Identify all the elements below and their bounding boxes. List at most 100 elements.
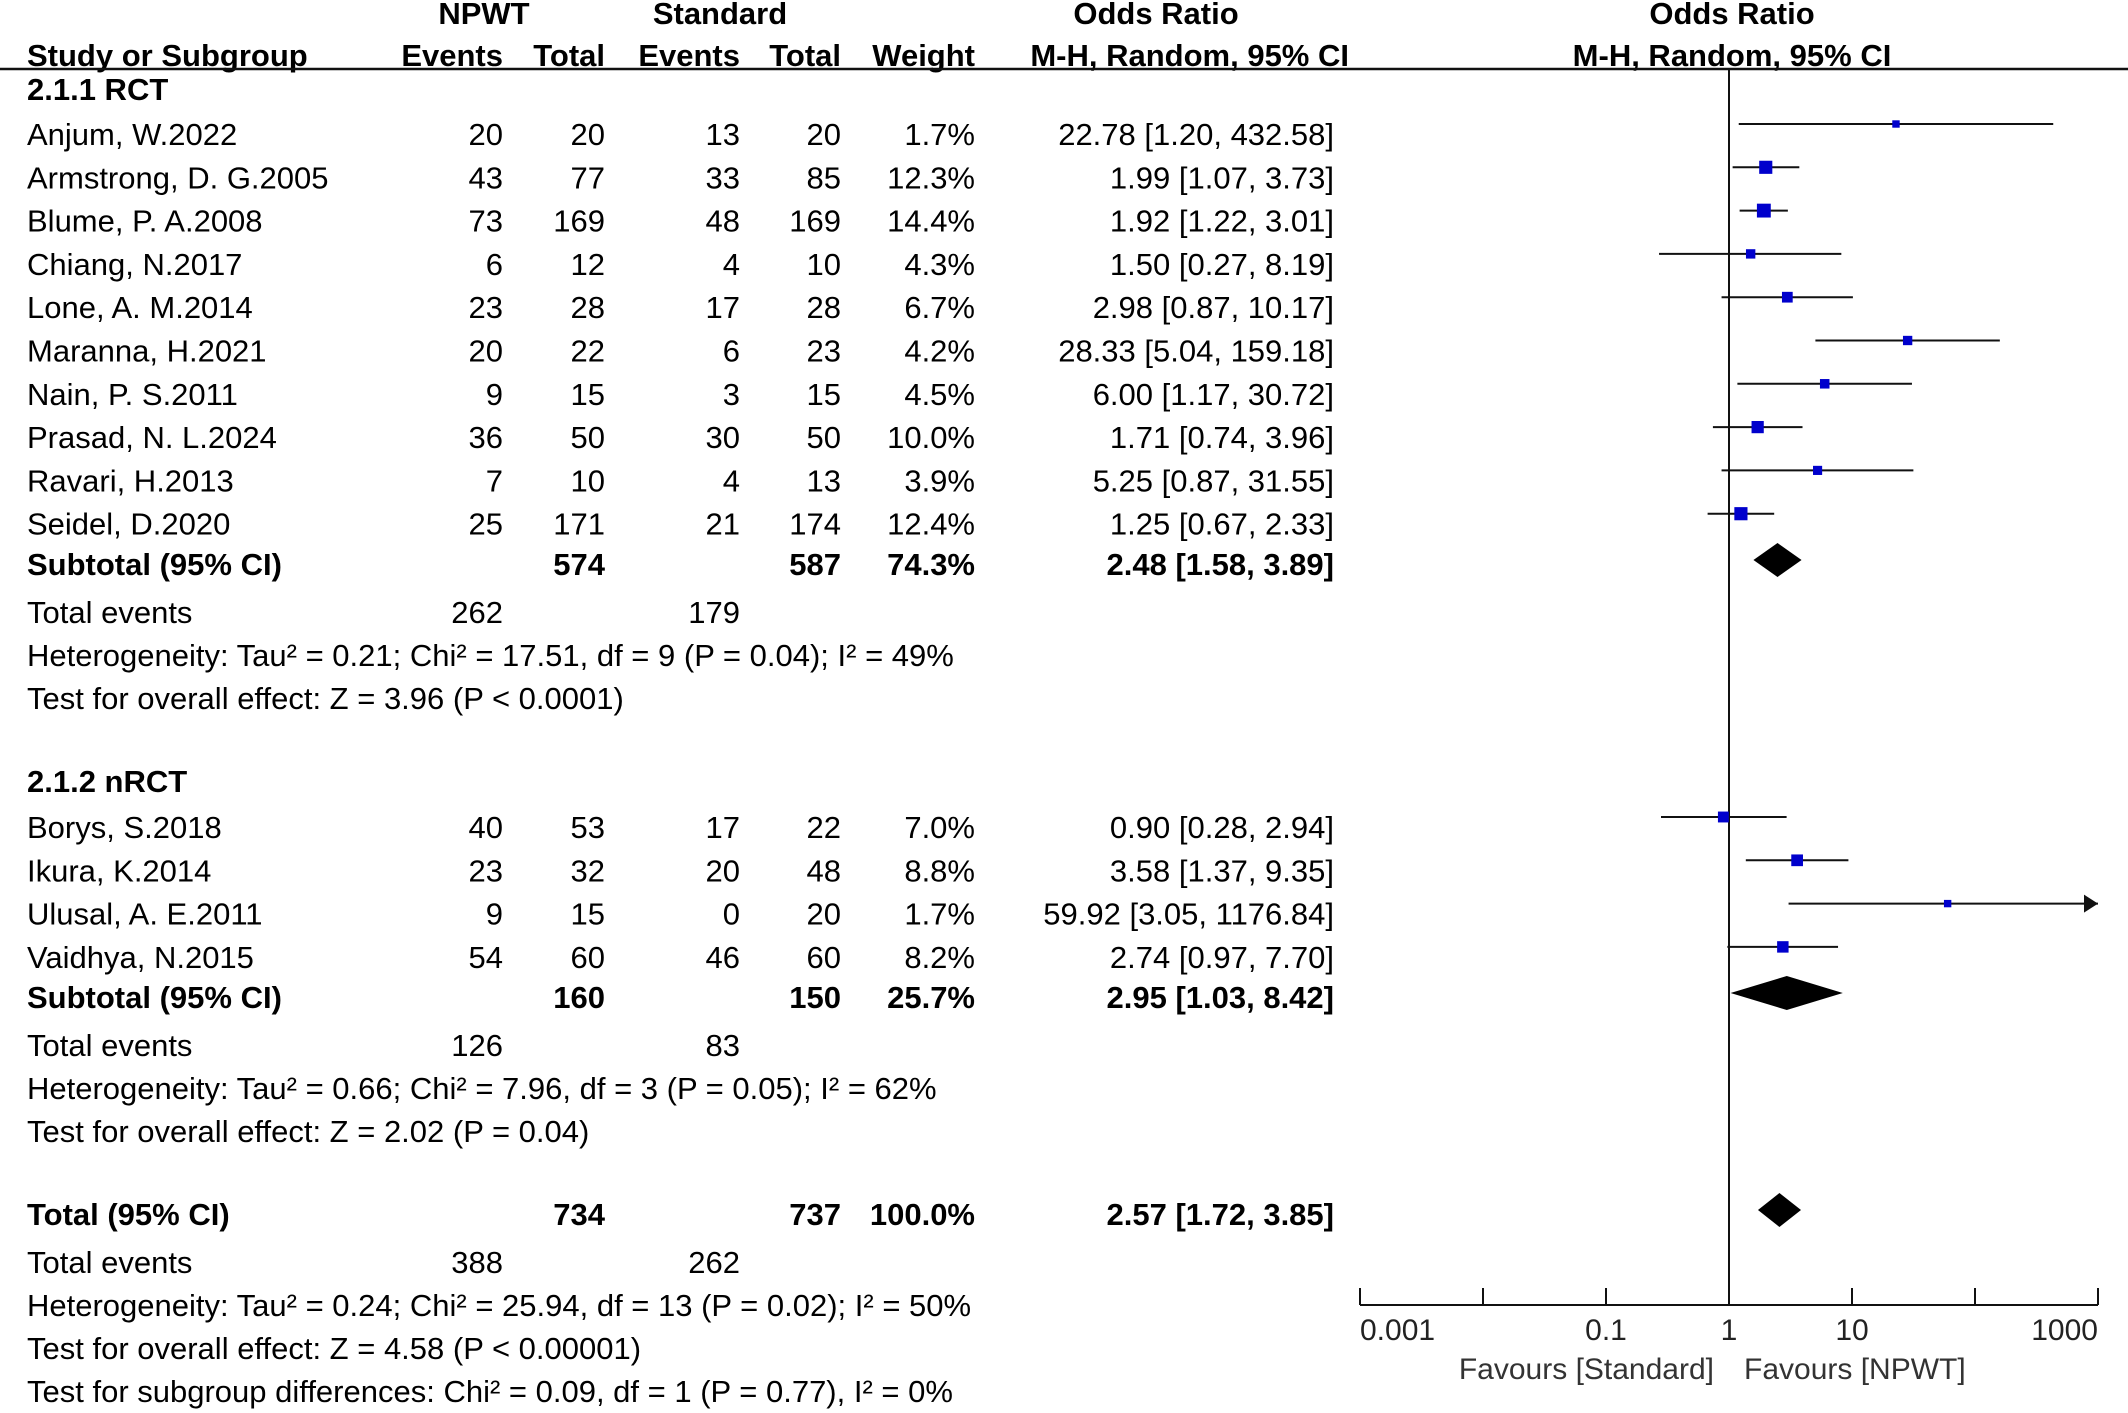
- study-row-1-5-events-npwt: 23: [469, 290, 503, 325]
- total-events-1-standard: 179: [688, 595, 740, 630]
- study-row-1-4-events-standard: 4: [723, 247, 740, 282]
- study-row-2-4-events-npwt: 54: [469, 940, 503, 975]
- study-row-1-6-total-standard: 23: [807, 334, 841, 369]
- study-row-1-4-weight: 4.3%: [904, 247, 975, 282]
- study-row-1-7-events-npwt: 9: [486, 377, 503, 412]
- overall-total-diamond: [1757, 1193, 1802, 1227]
- study-row-1-8-marker: [1751, 420, 1764, 434]
- table-body: 2.1.1 RCT Anjum, W.2022 20 20 13 20 1.7% 22.78 …: [27, 72, 1334, 1409]
- study-row-1-9-events-npwt: 7: [486, 463, 503, 498]
- study-row-1-3-marker: [1756, 203, 1771, 218]
- study-row-1-6-events-standard: 6: [723, 334, 740, 369]
- study-row-1-2-events-standard: 33: [706, 160, 740, 195]
- overall-total-label: Total (95% CI): [27, 1197, 230, 1232]
- study-row-1-4-total-standard: 10: [807, 247, 841, 282]
- study-row-2-4-events-standard: 46: [706, 940, 740, 975]
- study-row-2-2-name: Ikura, K.2014: [27, 853, 211, 888]
- study-row-1-4-ci-text: 1.50 [0.27, 8.19]: [1110, 247, 1334, 282]
- study-row-1-9-total-standard: 13: [807, 463, 841, 498]
- study-row-2-3-name: Ulusal, A. E.2011: [27, 897, 263, 932]
- study-row-1-1-marker: [1892, 120, 1900, 128]
- subtotal-2-label: Subtotal (95% CI): [27, 980, 282, 1015]
- subtotal-1-diamond: [1753, 543, 1802, 577]
- study-row-2-3-events-standard: 0: [723, 897, 740, 932]
- total-events-1-label: Total events: [27, 595, 192, 630]
- study-row-1-5-weight: 6.7%: [904, 290, 975, 325]
- overall-effect-1: Test for overall effect: Z = 3.96 (P < 0…: [27, 681, 624, 716]
- study-row-1-10-ci-text: 1.25 [0.67, 2.33]: [1110, 507, 1334, 542]
- overall-total-total-standard: 737: [789, 1197, 841, 1232]
- study-row-1-1-ci-text: 22.78 [1.20, 432.58]: [1058, 117, 1334, 152]
- subtotal-2-weight: 25.7%: [887, 980, 975, 1015]
- x-tick-label: 1000: [2031, 1314, 2098, 1347]
- study-row-1-9-events-standard: 4: [723, 463, 740, 498]
- x-axis: 0.001 0.1 1 10 1000 Favours [Standard] Favours…: [1359, 1288, 2099, 1386]
- header-total-standard: Total: [769, 38, 841, 73]
- study-row-1-4-marker: [1745, 249, 1756, 259]
- study-row-1-10-marker: [1734, 507, 1748, 521]
- study-row-2-4-name: Vaidhya, N.2015: [27, 940, 254, 975]
- subtotal-1-ci-text: 2.48 [1.58, 3.89]: [1107, 547, 1335, 582]
- study-row-2-2-marker: [1791, 854, 1803, 867]
- study-row-1-1-total-standard: 20: [807, 117, 841, 152]
- study-row-2-4-total-standard: 60: [807, 940, 841, 975]
- group-title-1: 2.1.1 RCT: [27, 72, 168, 107]
- study-row-1-1-events-standard: 13: [706, 117, 740, 152]
- study-row-2-1-events-standard: 17: [706, 810, 740, 845]
- study-row-1-4-name: Chiang, N.2017: [27, 247, 242, 282]
- study-row-1-8-events-npwt: 36: [469, 420, 503, 455]
- study-row-1-6-name: Maranna, H.2021: [27, 334, 267, 369]
- study-row-2-2-total-standard: 48: [807, 853, 841, 888]
- overall-total-weight: 100.0%: [870, 1197, 975, 1232]
- favours-left-label: Favours [Standard]: [1459, 1353, 1714, 1386]
- study-row-1-5-total-standard: 28: [807, 290, 841, 325]
- study-row-1-2-total-standard: 85: [807, 160, 841, 195]
- x-tick-label: 0.001: [1360, 1314, 1435, 1347]
- overall-effect-2: Test for overall effect: Z = 2.02 (P = 0…: [27, 1114, 589, 1149]
- study-row-1-8-total-standard: 50: [807, 420, 841, 455]
- study-row-2-4-total-npwt: 60: [571, 940, 605, 975]
- header-weight: Weight: [872, 38, 975, 73]
- x-tick-label: 10: [1835, 1314, 1868, 1347]
- study-row-1-4-events-npwt: 6: [486, 247, 503, 282]
- header-method-left: M-H, Random, 95% CI: [1030, 38, 1349, 73]
- header-study: Study or Subgroup: [27, 38, 308, 73]
- study-row-2-1-marker: [1717, 811, 1729, 823]
- x-tick-label: 1: [1721, 1314, 1738, 1347]
- subgroup-differences: Test for subgroup differences: Chi² = 0.…: [27, 1374, 953, 1409]
- study-row-1-3-total-npwt: 169: [553, 204, 605, 239]
- table-header: NPWT Standard Odds Ratio Odds Ratio Stud…: [27, 0, 1891, 73]
- overall-total-events-npwt: 388: [451, 1245, 503, 1280]
- plot-area: [1659, 120, 2098, 1227]
- study-row-1-8-name: Prasad, N. L.2024: [27, 420, 277, 455]
- study-row-1-8-ci-text: 1.71 [0.74, 3.96]: [1110, 420, 1334, 455]
- header-total-npwt: Total: [533, 38, 605, 73]
- study-row-1-9-name: Ravari, H.2013: [27, 463, 234, 498]
- study-row-1-10-total-standard: 174: [789, 507, 841, 542]
- study-row-1-7-events-standard: 3: [723, 377, 740, 412]
- subtotal-2-ci-text: 2.95 [1.03, 8.42]: [1107, 980, 1335, 1015]
- total-events-1-npwt: 262: [451, 595, 503, 630]
- study-row-1-6-total-npwt: 22: [571, 334, 605, 369]
- study-row-1-3-events-npwt: 73: [469, 204, 503, 239]
- total-events-2-label: Total events: [27, 1028, 192, 1063]
- subtotal-2-total-npwt: 160: [553, 980, 605, 1015]
- overall-total-events-label: Total events: [27, 1245, 192, 1280]
- study-row-2-4-ci-text: 2.74 [0.97, 7.70]: [1110, 940, 1334, 975]
- study-row-1-2-marker: [1759, 160, 1773, 174]
- overall-effect: Test for overall effect: Z = 4.58 (P < 0…: [27, 1331, 641, 1366]
- study-row-2-1-ci-text: 0.90 [0.28, 2.94]: [1110, 810, 1334, 845]
- study-row-2-3-ci-text: 59.92 [3.05, 1176.84]: [1043, 897, 1334, 932]
- subtotal-1-weight: 74.3%: [887, 547, 975, 582]
- study-row-1-1-events-npwt: 20: [469, 117, 503, 152]
- study-row-2-1-total-standard: 22: [807, 810, 841, 845]
- study-row-1-5-name: Lone, A. M.2014: [27, 290, 253, 325]
- study-row-2-3-total-standard: 20: [807, 897, 841, 932]
- study-row-2-3-marker: [1943, 899, 1952, 908]
- study-row-1-10-events-standard: 21: [706, 507, 740, 542]
- header-odds-ratio-left: Odds Ratio: [1073, 0, 1238, 31]
- header-standard: Standard: [653, 0, 787, 31]
- study-row-2-3-events-npwt: 9: [486, 897, 503, 932]
- total-events-2-standard: 83: [706, 1028, 740, 1063]
- study-row-2-3-total-npwt: 15: [571, 897, 605, 932]
